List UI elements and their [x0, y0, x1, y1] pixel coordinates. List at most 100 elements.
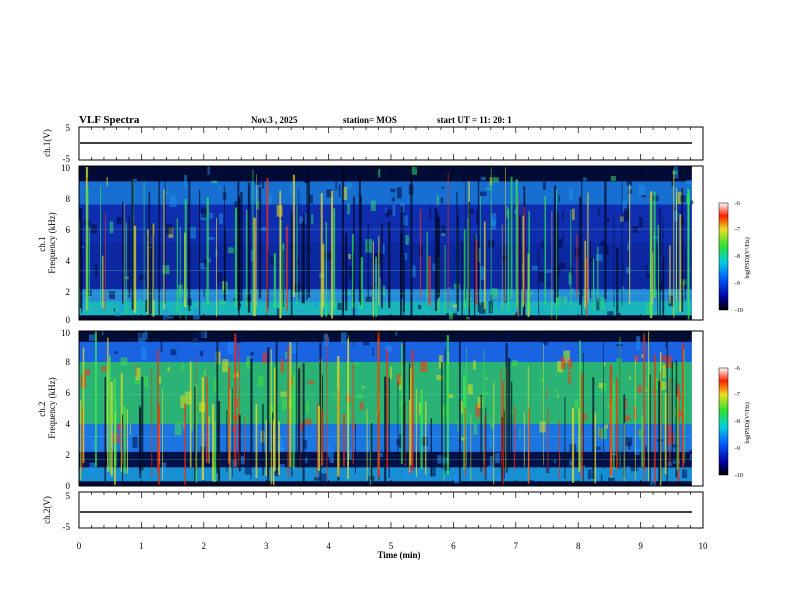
- spectrogram-blotch: [236, 331, 241, 344]
- spectrogram-blotch: [678, 468, 681, 478]
- spectrogram-blotch: [643, 288, 646, 297]
- spectrogram-blotch: [398, 434, 403, 449]
- spectrogram-blotch: [290, 467, 293, 477]
- spectrogram-blotch: [108, 291, 116, 300]
- spectrogram-blotch: [491, 288, 498, 299]
- spectrogram-blotch: [181, 364, 185, 371]
- spectrogram-blotch: [607, 311, 614, 319]
- spectrogram-blotch: [126, 296, 133, 302]
- spectrogram-blotch: [441, 233, 446, 237]
- spectrogram-blotch: [672, 171, 678, 175]
- spectrogram-blotch: [397, 187, 402, 199]
- spectrogram-blotch: [512, 360, 518, 367]
- spectrogram-blotch: [244, 465, 252, 475]
- spectrogram-blotch: [81, 298, 89, 311]
- ch1-voltage-panel: 5 -5 ch.1(V): [42, 123, 704, 164]
- spectrogram-blotch: [160, 339, 163, 352]
- spectrogram-blotch: [473, 423, 478, 435]
- spectrogram-blotch: [643, 388, 649, 392]
- spectrogram-blotch: [390, 188, 396, 193]
- spectrogram-blotch: [666, 169, 673, 178]
- spectrogram-blotch: [209, 212, 214, 219]
- spectrogram-blotch: [338, 184, 341, 198]
- spectrogram-blotch: [420, 361, 428, 373]
- spectrogram-blotch: [296, 259, 300, 266]
- spectrogram-blotch: [662, 364, 666, 379]
- spectrogram-blotch: [304, 212, 307, 224]
- frequency-band: [79, 166, 692, 182]
- spectrogram-blotch: [166, 191, 169, 194]
- spectrogram-blotch: [145, 299, 148, 312]
- spectrogram-blotch: [623, 415, 631, 421]
- spectrogram-blotch: [368, 286, 374, 289]
- spectrogram-blotch: [312, 333, 314, 343]
- spectrogram-blotch: [403, 252, 408, 261]
- ch1-voltage-tick-min: -5: [63, 154, 71, 164]
- spectrogram-blotch: [285, 351, 288, 359]
- spectrogram-blotch: [124, 276, 130, 280]
- spectrogram-blotch: [138, 298, 141, 302]
- spectrogram-blotch: [538, 305, 541, 315]
- spectrogram-blotch: [311, 214, 314, 225]
- spectrogram-blotch: [323, 333, 330, 347]
- spectrogram-blotch: [634, 448, 640, 456]
- spectrogram-blotch: [555, 389, 559, 393]
- spectrogram-blotch: [326, 189, 334, 198]
- spectrogram-blotch: [615, 344, 623, 347]
- spectrogram-blotch: [167, 367, 170, 372]
- spectrogram-blotch: [256, 201, 261, 210]
- spectrogram-blotch: [628, 376, 632, 380]
- spectrogram-blotch: [606, 217, 610, 222]
- ch2-colorbar: [718, 367, 729, 476]
- spectrogram-blotch: [519, 427, 521, 438]
- spectrogram-blotch: [417, 469, 419, 480]
- spectrogram-blotch: [510, 214, 515, 217]
- spectrogram-blotch: [257, 375, 264, 386]
- spectrogram-blotch: [478, 302, 486, 314]
- spectrogram-blotch: [174, 423, 182, 436]
- spectrogram-blotch: [445, 313, 449, 320]
- spectrogram-blotch: [468, 208, 474, 214]
- spectrogram-blotch: [380, 285, 386, 296]
- spectrogram-blotch: [538, 272, 544, 282]
- spectrogram-blotch: [639, 276, 641, 280]
- spectrogram-blotch: [332, 168, 338, 180]
- ch2-colorbar-tick-minus8: -8: [735, 419, 740, 425]
- spectrogram-blotch: [557, 238, 563, 248]
- spectrogram-blotch: [116, 216, 122, 225]
- spectrogram-blotch: [440, 230, 446, 234]
- spectrogram-blotch: [411, 166, 418, 175]
- spectrogram-blotch: [595, 254, 603, 262]
- spectrogram-blotch: [321, 473, 327, 486]
- spectrogram-blotch: [607, 402, 612, 408]
- spectrogram-blotch: [232, 426, 236, 433]
- spectrogram-blotch: [473, 360, 476, 370]
- spectrogram-blotch: [650, 468, 656, 480]
- spectrogram-blotch: [452, 307, 459, 313]
- spectrogram-blotch: [362, 332, 370, 346]
- spectrogram-blotch: [628, 189, 633, 194]
- spectrogram-blotch: [646, 301, 651, 315]
- spectrogram-blotch: [101, 366, 107, 372]
- time-axis-tick-label: 2: [202, 541, 207, 551]
- spectrogram-blotch: [347, 291, 351, 295]
- spectrogram-blotch: [454, 256, 456, 261]
- time-axis-tick-label: 5: [389, 541, 394, 551]
- spectrogram-blotch: [279, 436, 282, 440]
- spectrogram-blotch: [598, 382, 603, 388]
- spectrogram-blotch: [627, 465, 629, 480]
- spectrogram-blotch: [98, 236, 101, 239]
- spectrogram-blotch: [190, 226, 196, 239]
- spectrogram-blotch: [324, 252, 332, 260]
- spectrogram-blotch: [138, 274, 146, 280]
- spectrogram-blotch: [374, 252, 381, 265]
- spectrogram-blotch: [250, 249, 254, 262]
- spectrogram-blotch: [488, 434, 492, 448]
- ch2-freq-tick-4: 4: [66, 419, 71, 429]
- spectrogram-blotch: [638, 429, 642, 438]
- spectrogram-blotch: [685, 180, 692, 185]
- spectrogram-blotch: [436, 375, 444, 381]
- spectrogram-blotch: [429, 206, 432, 220]
- date-label: Nov.3 , 2025: [251, 115, 298, 125]
